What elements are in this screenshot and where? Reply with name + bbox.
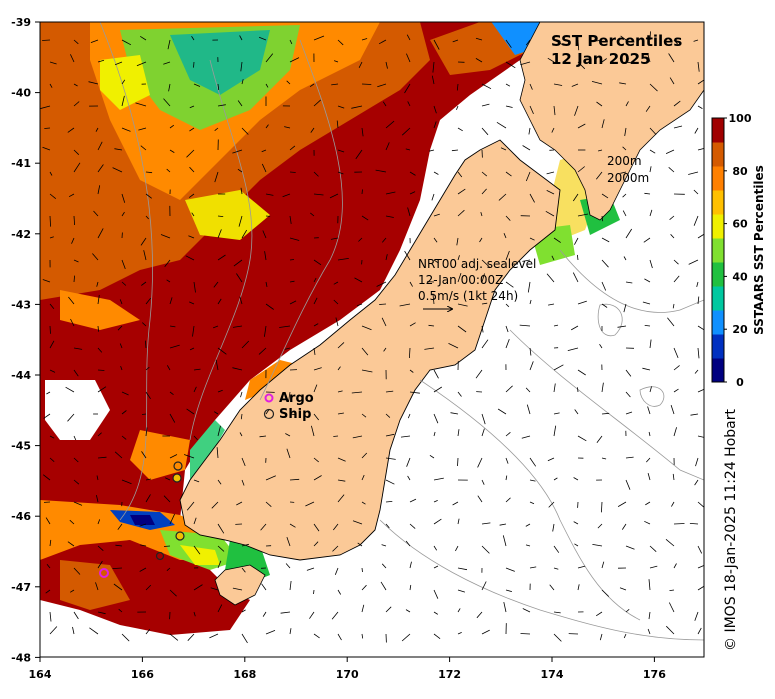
current-vector <box>50 326 51 334</box>
current-vector <box>290 260 294 261</box>
colorbar-tick-label: 20 <box>732 323 748 336</box>
current-note-line2: 12-Jan 00:00Z <box>418 273 503 287</box>
colorbar-title: SSTAARS SST Percentiles <box>752 165 766 335</box>
colorbar-tick-label: 80 <box>732 165 748 178</box>
lat-tick-label: -39 <box>11 16 31 29</box>
lat-tick-label: -42 <box>11 228 31 241</box>
map-title: SST Percentiles <box>551 32 682 50</box>
colorbar-segment <box>712 118 724 143</box>
colorbar-segment <box>712 262 724 287</box>
current-vector <box>521 634 531 635</box>
map-plot-area: 200m 2000m NRT00 adj. sealevel 12-Jan 00… <box>40 20 708 657</box>
current-vector <box>42 40 50 41</box>
current-vector <box>458 458 459 466</box>
colorbar-tick-label: 0 <box>736 376 744 389</box>
lon-tick-label: 172 <box>438 668 461 681</box>
lat-tick-label: -46 <box>11 510 31 523</box>
ship-legend-label: Ship <box>279 407 311 422</box>
credit-text: © IMOS 18-Jan-2025 11:24 Hobart <box>723 409 739 651</box>
colorbar-tick-label: 100 <box>729 112 752 125</box>
current-vector <box>142 414 146 415</box>
argo-legend-label: Argo <box>279 391 314 406</box>
current-vector <box>194 62 195 68</box>
lon-tick-label: 170 <box>336 668 359 681</box>
current-vector <box>44 128 50 129</box>
colorbar-segment <box>712 214 724 239</box>
lat-tick-label: -44 <box>11 369 31 382</box>
current-vector <box>362 189 363 194</box>
longitude-axis: 164 166 168 170 172 174 176 <box>29 657 667 681</box>
current-vector <box>314 590 315 594</box>
colorbar-tick-label: 40 <box>732 270 748 283</box>
lat-tick-label: -47 <box>11 581 31 594</box>
colorbar-segment <box>712 334 724 359</box>
colorbar-segment <box>712 238 724 263</box>
current-vector <box>290 172 296 173</box>
current-note-line1: NRT00 adj. sealevel <box>418 257 536 271</box>
colorbar-segment <box>712 286 724 311</box>
current-vector <box>674 524 685 525</box>
lon-tick-label: 176 <box>643 668 666 681</box>
lat-tick-label: -45 <box>11 440 31 453</box>
ship-marker <box>173 474 181 482</box>
current-vector <box>164 546 170 547</box>
lon-tick-label: 166 <box>131 668 154 681</box>
lat-tick-label: -41 <box>11 157 31 170</box>
current-vector <box>362 568 363 572</box>
contour-label-200m: 200m <box>607 154 642 168</box>
map-date: 12 Jan 2025 <box>551 50 650 68</box>
colorbar-tick-label: 60 <box>732 218 748 231</box>
lat-tick-label: -40 <box>11 87 31 100</box>
colorbar-segment <box>712 142 724 167</box>
colorbar-segment <box>712 166 724 191</box>
colorbar-segment <box>712 358 724 383</box>
lon-tick-label: 164 <box>29 668 52 681</box>
current-vector <box>379 304 386 305</box>
current-vector <box>333 436 338 437</box>
current-vector <box>98 370 104 371</box>
contour-label-2000m: 2000m <box>607 171 649 185</box>
lat-tick-label: -43 <box>11 298 31 311</box>
colorbar-segment <box>712 190 724 215</box>
current-note-line3: 0.5m/s (1kt 24h) <box>418 289 518 303</box>
latitude-axis: -39 -40 -41 -42 -43 -44 -45 -46 -47 -48 <box>11 16 40 664</box>
ship-marker <box>176 532 184 540</box>
colorbar: 0 20 40 60 80 100 <box>712 112 752 389</box>
lat-tick-label: -48 <box>11 651 31 664</box>
lon-tick-label: 168 <box>233 668 256 681</box>
current-vector <box>362 84 371 85</box>
lon-tick-label: 174 <box>541 668 564 681</box>
colorbar-segment <box>712 310 724 335</box>
